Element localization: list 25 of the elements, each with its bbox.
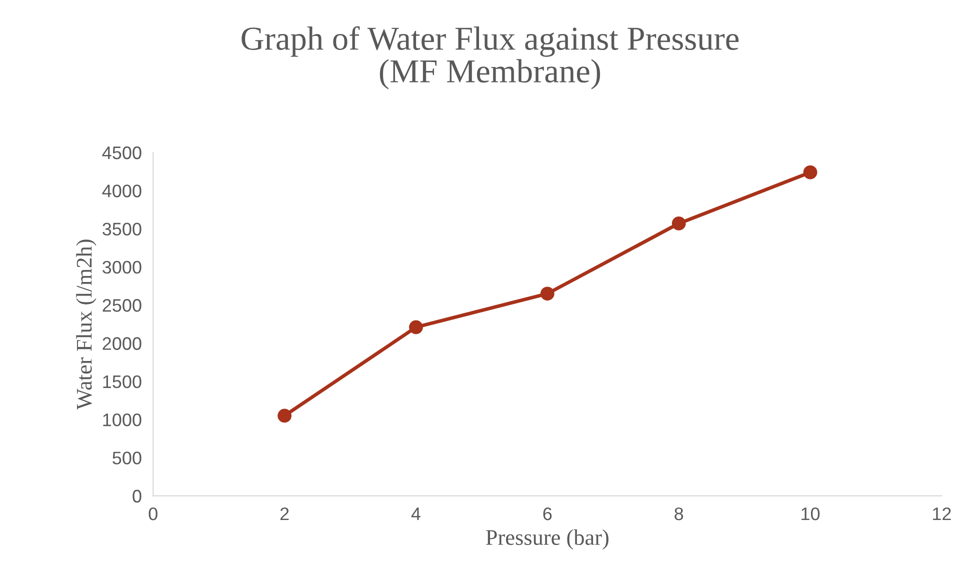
y-tick-label: 3500 — [102, 222, 142, 236]
point — [672, 216, 686, 230]
y-tick-label: 0 — [132, 490, 142, 503]
y-tick-label: 500 — [112, 452, 142, 464]
point — [540, 286, 554, 301]
y-axis-title: Water Flux (l/m2h) — [76, 240, 96, 410]
x-tick-label: 6 — [543, 507, 552, 520]
x-tick-label: 12 — [933, 507, 951, 520]
x-tick-label: 8 — [674, 507, 684, 520]
chart-title: Graph of Water Flux against Pressure (MF Membrane) — [242, 26, 739, 90]
x-tick-label: 2 — [280, 507, 289, 520]
y-tick-label: 1000 — [103, 413, 142, 426]
point — [803, 165, 818, 180]
y-tick-label: 4500 — [102, 146, 142, 160]
x-tick-label: 4 — [411, 508, 420, 520]
y-tick-label: 4000 — [102, 184, 142, 198]
y-tick-label: 1500 — [103, 375, 142, 388]
x-tick-label: 10 — [802, 507, 820, 520]
y-tick-label: 3000 — [102, 260, 142, 274]
x-tick-label: 0 — [148, 507, 158, 520]
y-tick-label: 2000 — [102, 337, 142, 350]
y-tick-label: 2500 — [102, 299, 142, 312]
point — [278, 408, 292, 423]
x-axis-title: Pressure (bar) — [486, 529, 608, 550]
point — [409, 320, 423, 334]
